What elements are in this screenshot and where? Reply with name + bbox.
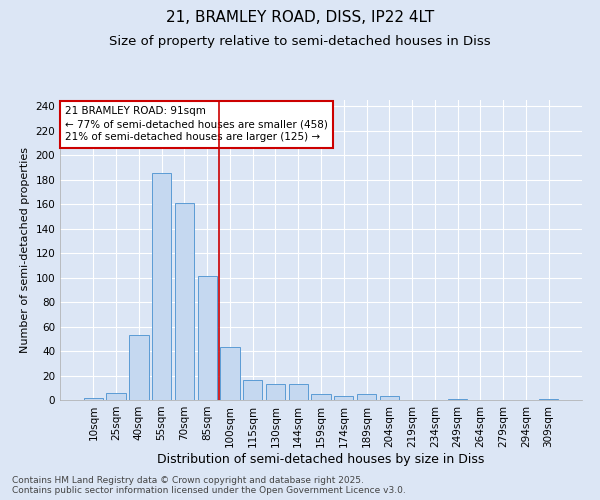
Y-axis label: Number of semi-detached properties: Number of semi-detached properties [20,147,30,353]
X-axis label: Distribution of semi-detached houses by size in Diss: Distribution of semi-detached houses by … [157,452,485,466]
Text: 21 BRAMLEY ROAD: 91sqm
← 77% of semi-detached houses are smaller (458)
21% of se: 21 BRAMLEY ROAD: 91sqm ← 77% of semi-det… [65,106,328,142]
Bar [539,399,558,400]
Bar [289,384,308,400]
Bar [84,398,103,400]
Bar [311,394,331,400]
Bar [197,276,217,400]
Bar [380,396,399,400]
Bar [357,394,376,400]
Text: Contains HM Land Registry data © Crown copyright and database right 2025.
Contai: Contains HM Land Registry data © Crown c… [12,476,406,495]
Bar [129,335,149,400]
Text: Size of property relative to semi-detached houses in Diss: Size of property relative to semi-detach… [109,35,491,48]
Bar [266,384,285,400]
Bar [220,348,239,400]
Bar [106,392,126,400]
Bar [243,380,262,400]
Bar [152,174,172,400]
Text: 21, BRAMLEY ROAD, DISS, IP22 4LT: 21, BRAMLEY ROAD, DISS, IP22 4LT [166,10,434,25]
Bar [448,399,467,400]
Bar [175,203,194,400]
Bar [334,396,353,400]
